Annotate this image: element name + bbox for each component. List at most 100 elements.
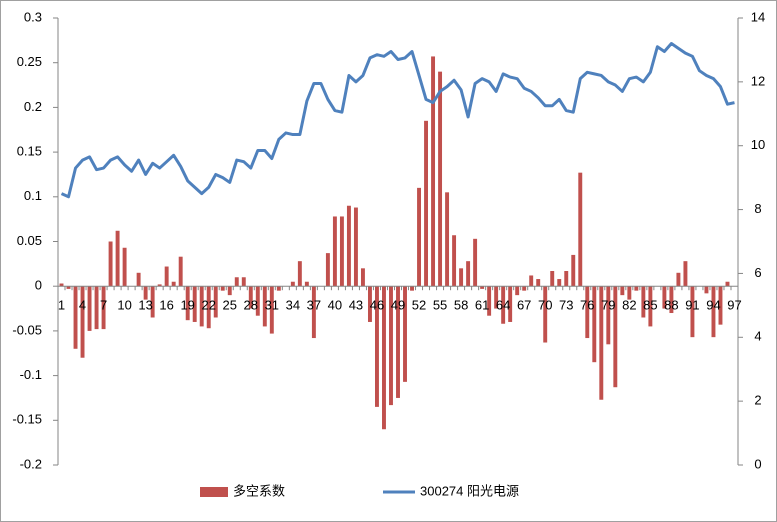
bar xyxy=(669,286,674,314)
bar xyxy=(704,286,709,294)
y-tick-label: -0.05 xyxy=(12,322,42,337)
x-tick-label: 88 xyxy=(664,298,678,313)
bar xyxy=(73,286,78,349)
bar xyxy=(725,281,730,287)
bar xyxy=(536,279,541,287)
y-tick-label: 0 xyxy=(35,278,42,293)
bar xyxy=(94,286,99,330)
bar xyxy=(606,286,611,345)
bar xyxy=(480,286,485,289)
bar xyxy=(571,254,576,287)
bar xyxy=(157,284,162,287)
bar xyxy=(367,286,372,322)
bar xyxy=(199,286,204,327)
bar xyxy=(452,235,457,287)
bar xyxy=(59,283,64,287)
bar xyxy=(494,286,499,309)
x-tick-label: 49 xyxy=(391,298,405,313)
legend-label: 300274 阳光电源 xyxy=(420,483,519,498)
bar xyxy=(115,230,120,287)
x-tick-label: 22 xyxy=(201,298,215,313)
bar xyxy=(662,286,667,309)
x-tick-label: 46 xyxy=(370,298,384,313)
bar xyxy=(332,216,337,287)
y2-tick-label: 0 xyxy=(754,456,761,471)
bar xyxy=(382,286,386,430)
x-tick-label: 94 xyxy=(706,298,720,313)
bar xyxy=(297,261,302,287)
bar xyxy=(234,277,239,287)
x-tick-label: 67 xyxy=(517,298,531,313)
x-tick-label: 61 xyxy=(475,298,489,313)
bar xyxy=(683,261,688,287)
bar xyxy=(634,286,639,291)
bar xyxy=(66,286,71,289)
y2-tick-label: 12 xyxy=(751,73,765,88)
y-tick-label: -0.2 xyxy=(20,456,42,471)
x-tick-label: 4 xyxy=(79,298,86,313)
bar xyxy=(241,277,246,287)
bar xyxy=(262,286,267,327)
bar xyxy=(136,272,141,287)
bar xyxy=(353,207,358,287)
x-tick-label: 85 xyxy=(643,298,657,313)
bar xyxy=(473,238,478,287)
bar xyxy=(529,275,534,287)
y-tick-label: -0.1 xyxy=(20,367,42,382)
bar xyxy=(466,261,471,287)
bar xyxy=(508,286,513,322)
bar xyxy=(269,286,274,334)
y2-tick-label: 10 xyxy=(751,137,765,152)
bar xyxy=(206,286,211,329)
y2-tick-label: 8 xyxy=(754,201,761,216)
bar xyxy=(171,281,176,287)
x-tick-label: 1 xyxy=(58,298,65,313)
x-tick-label: 19 xyxy=(180,298,194,313)
bar xyxy=(339,216,344,287)
bar xyxy=(578,172,583,287)
bar xyxy=(557,279,562,287)
x-tick-label: 73 xyxy=(559,298,573,313)
y-tick-label: 0.3 xyxy=(24,9,42,24)
x-tick-label: 79 xyxy=(601,298,615,313)
bar xyxy=(690,286,695,338)
bar xyxy=(438,71,443,287)
bar xyxy=(164,266,169,287)
x-tick-label: 82 xyxy=(622,298,636,313)
bar xyxy=(185,286,190,321)
bar xyxy=(620,286,625,296)
bar xyxy=(227,286,232,296)
bar xyxy=(522,286,527,291)
bar xyxy=(641,286,646,318)
legend-label: 多空系数 xyxy=(233,483,285,498)
y-tick-label: 0.05 xyxy=(17,233,42,248)
bar xyxy=(122,247,127,287)
x-tick-label: 55 xyxy=(433,298,447,313)
bar xyxy=(648,286,653,327)
bar xyxy=(445,192,450,287)
bar xyxy=(417,187,421,287)
bar xyxy=(276,286,281,291)
bar xyxy=(178,256,183,287)
bar xyxy=(80,286,85,358)
bar xyxy=(108,241,113,287)
x-tick-label: 16 xyxy=(159,298,173,313)
x-tick-label: 7 xyxy=(100,298,107,313)
x-tick-label: 28 xyxy=(244,298,258,313)
bar xyxy=(101,286,106,330)
x-tick-label: 34 xyxy=(286,298,300,313)
y2-tick-label: 4 xyxy=(754,329,761,344)
bar xyxy=(389,286,393,406)
bar xyxy=(304,281,309,287)
x-tick-label: 52 xyxy=(412,298,426,313)
bar xyxy=(459,268,464,287)
bar xyxy=(564,271,569,287)
y2-tick-label: 2 xyxy=(754,393,761,408)
bar xyxy=(213,286,218,318)
bar xyxy=(501,286,506,324)
bar xyxy=(718,286,723,325)
bar xyxy=(599,286,604,400)
bar xyxy=(143,286,148,300)
